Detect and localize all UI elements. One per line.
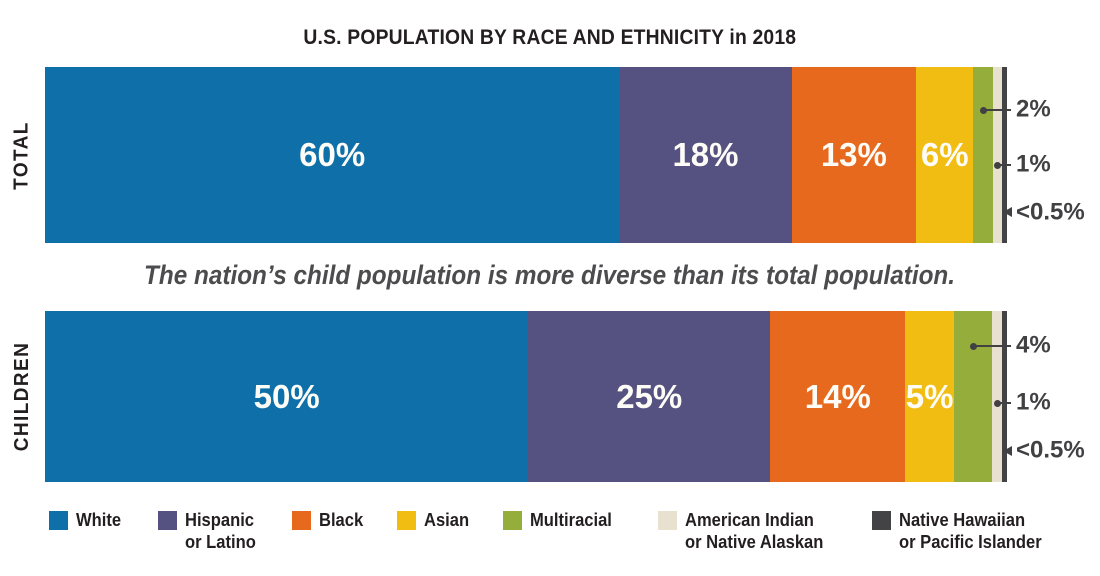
legend-swatch xyxy=(658,511,677,530)
legend-swatch xyxy=(158,511,177,530)
chart-subtitle: The nation’s child population is more di… xyxy=(0,260,1100,291)
legend-label-line1: Hispanic xyxy=(185,510,255,530)
callout-value-label: <0.5% xyxy=(1016,436,1085,464)
callout-value-label: 4% xyxy=(1016,331,1051,359)
bar-segment-total-multiracial xyxy=(973,67,993,243)
segment-value-label: 13% xyxy=(820,136,887,173)
segment-value-label: 14% xyxy=(804,377,871,415)
legend-label-line1: Multiracial xyxy=(530,510,612,530)
legend-swatch xyxy=(872,511,891,530)
chart-title: U.S. POPULATION BY RACE AND ETHNICITY in… xyxy=(0,26,1100,50)
row-label-total-text: TOTAL xyxy=(11,120,33,190)
legend-item-white: White xyxy=(49,509,125,531)
callout-value-label: <0.5% xyxy=(1016,198,1085,226)
segment-value-label: 5% xyxy=(905,377,954,415)
legend-label-line2: or Native Alaskan xyxy=(685,532,824,552)
legend-item-multiracial: Multiracial xyxy=(503,509,619,531)
bar-segment-total-black: 13% xyxy=(791,67,917,243)
bar-segment-total-hispanic: 18% xyxy=(619,67,792,243)
bar-segment-children-white: 50% xyxy=(45,311,529,482)
bar-segment-children-black: 14% xyxy=(770,311,906,482)
bar-segment-children-asian: 5% xyxy=(905,311,954,482)
legend-label-line2: or Latino xyxy=(185,532,256,552)
legend-item-hispanic: Hispanic or Latino xyxy=(158,509,262,553)
chart-subtitle-text: The nation’s child population is more di… xyxy=(144,260,956,290)
callout-value-label: 2% xyxy=(1016,95,1051,123)
bar-segment-children-multiracial xyxy=(953,311,993,482)
segment-value-label: 25% xyxy=(616,377,683,415)
callout-value-label: 1% xyxy=(1016,388,1051,416)
legend: White Hispanic or Latino Black Asian Mul… xyxy=(0,509,1100,571)
legend-label-line1: Native Hawaiian xyxy=(899,510,1026,530)
bar-segment-total-white: 60% xyxy=(45,67,620,243)
legend-label-line1: American Indian xyxy=(685,510,814,530)
bar-row-children: CHILDREN 50% 25% 14% 5% 4% 1% <0.5% xyxy=(11,311,1085,482)
segment-value-label: 18% xyxy=(672,136,739,173)
bar-segment-total-american_indian xyxy=(992,67,1003,243)
legend-swatch xyxy=(292,511,311,530)
row-label-total: TOTAL xyxy=(0,67,45,243)
bar-track-children: 50% 25% 14% 5% xyxy=(45,311,1007,482)
callout-value-label: 1% xyxy=(1016,150,1051,178)
bar-segment-total-native_hawaiian xyxy=(1002,67,1007,243)
segment-value-label: 6% xyxy=(920,136,969,173)
bar-segment-total-asian: 6% xyxy=(916,67,974,243)
legend-item-black: Black xyxy=(292,509,367,531)
chart-title-text: U.S. POPULATION BY RACE AND ETHNICITY in… xyxy=(303,26,797,49)
legend-swatch xyxy=(503,511,522,530)
legend-item-asian: Asian xyxy=(397,509,473,531)
bar-row-total: TOTAL 60% 18% 13% 6% 2% 1% <0.5% xyxy=(11,67,1085,243)
legend-label-line1: White xyxy=(76,510,122,530)
legend-label-line1: Black xyxy=(319,510,364,530)
legend-item-american-indian: American Indian or Native Alaskan xyxy=(658,509,835,553)
legend-swatch xyxy=(49,511,68,530)
bar-segment-children-hispanic: 25% xyxy=(528,311,771,482)
segment-value-label: 50% xyxy=(253,377,320,415)
bar-segment-children-american_indian xyxy=(992,311,1003,482)
bar-segment-children-native_hawaiian xyxy=(1002,311,1007,482)
bar-track-total: 60% 18% 13% 6% xyxy=(45,67,1007,243)
row-label-children: CHILDREN xyxy=(0,311,45,482)
legend-label-line2: or Pacific Islander xyxy=(899,532,1042,552)
legend-item-native-hawaiian: Native Hawaiian or Pacific Islander xyxy=(872,509,1054,553)
legend-swatch xyxy=(397,511,416,530)
legend-label-line1: Asian xyxy=(424,510,470,530)
row-label-children-text: CHILDREN xyxy=(11,341,33,452)
segment-value-label: 60% xyxy=(299,136,366,173)
